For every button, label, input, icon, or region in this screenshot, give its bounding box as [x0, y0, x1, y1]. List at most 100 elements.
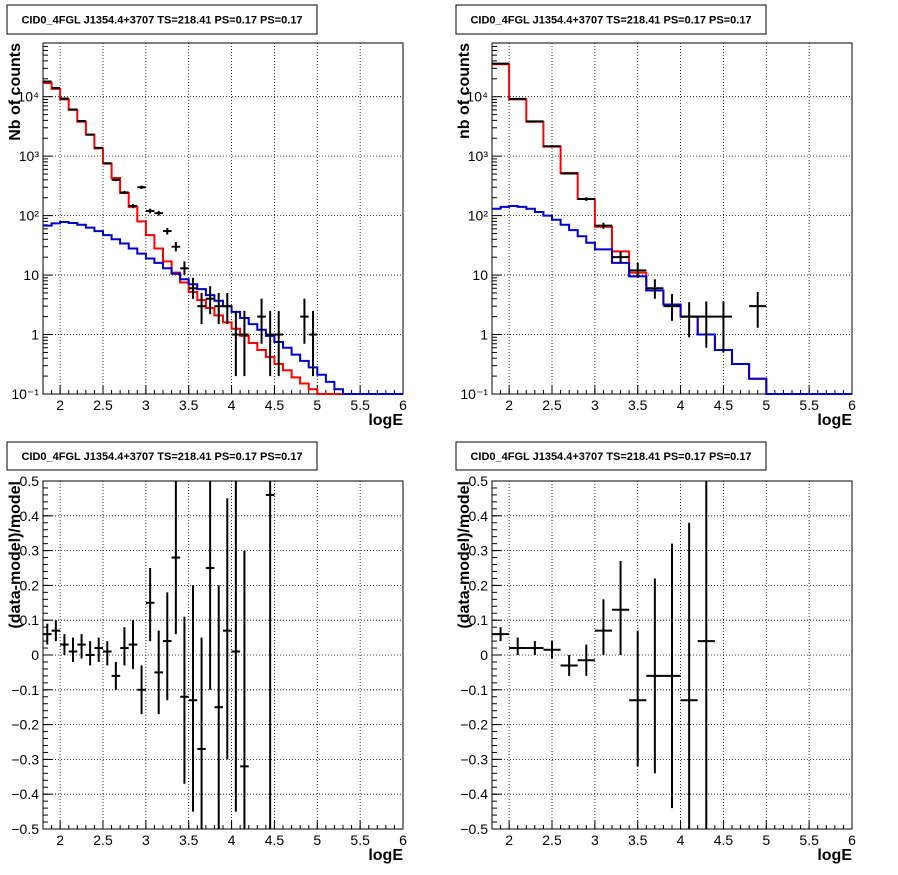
data-point [240, 550, 249, 829]
data-point [137, 665, 146, 715]
y-tick-label: 1 [31, 327, 39, 343]
data-point [197, 292, 206, 325]
x-tick-label: 5 [313, 397, 321, 413]
y-axis-label: nb of counts [456, 43, 473, 139]
x-tick-label: 2 [505, 832, 513, 848]
data-point [697, 301, 715, 348]
data-point [43, 623, 52, 645]
histogram-series-source-model [492, 205, 852, 395]
y-tick-label: 0.2 [469, 577, 489, 593]
data-point [560, 172, 578, 175]
y-tick-label: −0.4 [11, 786, 39, 802]
data-point [60, 97, 69, 100]
data-point [646, 578, 664, 774]
data-point [180, 261, 189, 276]
x-tick-label: 4 [677, 832, 685, 848]
y-tick-label: 0.5 [469, 473, 489, 489]
data-point [543, 641, 561, 659]
data-point [612, 251, 630, 263]
y-tick-label: 10⁴ [17, 89, 39, 105]
x-tick-label: 4 [228, 832, 236, 848]
x-axis-label: logE [368, 412, 403, 429]
y-axis-label: (data-model)/model [456, 481, 473, 629]
data-point [94, 146, 103, 149]
x-tick-label: 4.5 [714, 832, 734, 848]
data-point [492, 62, 510, 65]
chart-panel-4: 2 2.5 3 3.5 4 4.5 5 5.5 6 −0.5 −0.4 −0.3 −0.2 −0.1 0 0.… [455, 441, 856, 864]
y-tick-label: 0 [31, 647, 39, 663]
data-point [509, 637, 527, 655]
y-tick-label: −0.2 [460, 717, 488, 733]
x-tick-label: 3 [591, 397, 599, 413]
data-point [526, 641, 544, 655]
x-tick-label: 5.5 [799, 397, 819, 413]
data-point [577, 644, 595, 676]
data-point [145, 208, 155, 214]
data-point [94, 637, 103, 662]
x-axis-label: logE [817, 847, 852, 864]
data-point [103, 641, 112, 666]
data-point [697, 481, 715, 829]
data-point [612, 561, 630, 655]
data-point [205, 286, 215, 315]
x-tick-label: 3 [142, 397, 150, 413]
data-point [240, 310, 249, 377]
y-tick-label: 1 [480, 327, 488, 343]
y-tick-label: 0.4 [469, 508, 489, 524]
title-box [455, 4, 767, 35]
y-tick-label: −0.3 [460, 751, 488, 767]
y-tick-label: 10⁴ [466, 89, 488, 105]
y-tick-label: 10⁻¹ [460, 386, 488, 402]
x-tick-label: 2.5 [542, 397, 562, 413]
data-point [526, 120, 544, 123]
y-tick-label: 10² [468, 208, 489, 224]
data-point [714, 301, 732, 353]
data-point [223, 498, 232, 760]
data-point [680, 302, 698, 338]
title-box [6, 4, 318, 35]
data-point [43, 80, 52, 83]
data-point [120, 627, 129, 666]
data-point [128, 620, 138, 669]
x-tick-label: 3.5 [179, 832, 199, 848]
data-point [163, 592, 172, 701]
data-point [60, 634, 69, 655]
data-point [663, 543, 681, 809]
y-tick-label: 0.2 [20, 577, 40, 593]
x-tick-label: 2.5 [93, 397, 113, 413]
data-point [265, 481, 275, 829]
data-point [171, 242, 181, 252]
chart-panel-1: 2 2.5 3 3.5 4 4.5 5 5.5 6 10⁻¹ 1 10 10² 10³ 10⁴ logE Nb … [6, 4, 407, 429]
y-tick-label: −0.2 [11, 717, 39, 733]
chart-title: CID0_4FGL J1354.4+3707 TS=218.41 PS=0.17… [470, 15, 751, 27]
x-tick-label: 3 [142, 832, 150, 848]
y-tick-label: −0.1 [460, 682, 488, 698]
x-axis-label: logE [368, 847, 403, 864]
data-point [231, 310, 241, 377]
x-tick-label: 2 [56, 397, 64, 413]
x-tick-label: 5 [762, 832, 770, 848]
x-tick-label: 2.5 [542, 832, 562, 848]
data-point [509, 97, 527, 100]
data-point [594, 222, 612, 229]
data-point [85, 641, 95, 666]
y-tick-label: 0.1 [20, 612, 40, 628]
y-tick-label: −0.1 [11, 682, 39, 698]
chart-title: CID0_4FGL J1354.4+3707 TS=218.41 PS=0.17… [21, 15, 302, 27]
x-tick-label: 4.5 [265, 832, 285, 848]
x-tick-label: 4 [677, 397, 685, 413]
data-point [265, 310, 275, 377]
y-tick-label: 10³ [19, 148, 40, 164]
data-point [577, 197, 595, 201]
chart-title: CID0_4FGL J1354.4+3707 TS=218.41 PS=0.17… [21, 451, 302, 463]
y-tick-label: −0.5 [11, 821, 39, 837]
data-point [111, 661, 121, 690]
title-box [455, 441, 767, 471]
x-axis-label: logE [817, 412, 852, 429]
x-tick-label: 4 [228, 397, 236, 413]
x-tick-label: 5 [762, 397, 770, 413]
y-tick-label: 10² [19, 208, 40, 224]
x-tick-label: 3.5 [628, 397, 648, 413]
x-tick-label: 6 [399, 832, 407, 848]
data-point [77, 634, 86, 659]
